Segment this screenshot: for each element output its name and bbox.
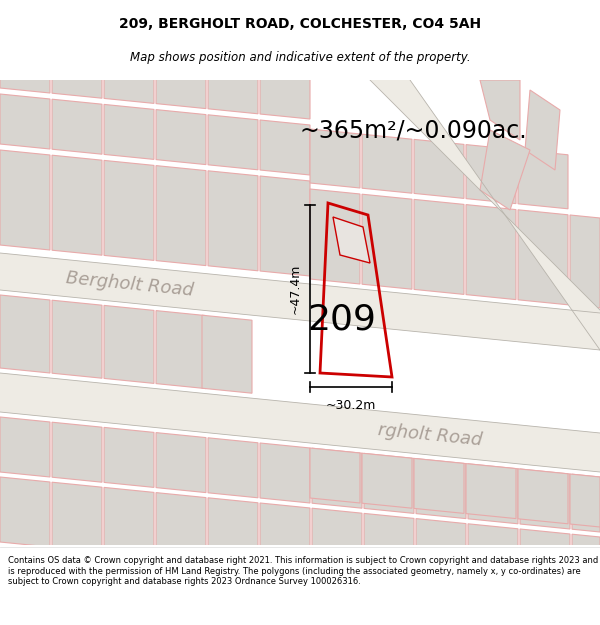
Polygon shape <box>208 171 258 271</box>
Polygon shape <box>312 508 362 578</box>
Polygon shape <box>364 513 414 583</box>
Polygon shape <box>333 217 370 263</box>
Polygon shape <box>104 104 154 159</box>
Polygon shape <box>156 311 206 389</box>
Polygon shape <box>520 469 570 529</box>
Polygon shape <box>480 130 530 210</box>
Polygon shape <box>0 417 50 477</box>
Polygon shape <box>0 295 50 373</box>
Polygon shape <box>518 469 568 524</box>
Polygon shape <box>156 39 206 109</box>
Polygon shape <box>572 534 600 602</box>
Polygon shape <box>156 432 206 492</box>
Polygon shape <box>570 215 600 308</box>
Polygon shape <box>468 464 518 524</box>
Polygon shape <box>0 23 50 93</box>
Polygon shape <box>362 194 412 289</box>
Text: Map shows position and indicative extent of the property.: Map shows position and indicative extent… <box>130 51 470 64</box>
Polygon shape <box>208 44 258 114</box>
Polygon shape <box>525 90 560 170</box>
Polygon shape <box>260 176 310 276</box>
Polygon shape <box>208 438 258 498</box>
Text: rgholt Road: rgholt Road <box>377 421 483 449</box>
Polygon shape <box>466 464 516 519</box>
Text: Bergholt Road: Bergholt Road <box>65 269 195 300</box>
Polygon shape <box>208 498 258 568</box>
Polygon shape <box>52 155 102 255</box>
Polygon shape <box>156 166 206 266</box>
Polygon shape <box>518 210 568 305</box>
Polygon shape <box>52 300 102 378</box>
Polygon shape <box>416 519 466 589</box>
Polygon shape <box>362 134 412 193</box>
Polygon shape <box>104 33 154 103</box>
Polygon shape <box>310 448 360 503</box>
Polygon shape <box>260 49 310 119</box>
Polygon shape <box>52 28 102 98</box>
Polygon shape <box>416 459 466 519</box>
Polygon shape <box>208 115 258 170</box>
Polygon shape <box>518 150 568 209</box>
Text: 209: 209 <box>308 303 376 337</box>
Text: ~47.4m: ~47.4m <box>289 264 302 314</box>
Polygon shape <box>0 253 600 350</box>
Polygon shape <box>260 503 310 573</box>
Polygon shape <box>572 474 600 532</box>
Polygon shape <box>260 443 310 503</box>
Polygon shape <box>414 199 464 294</box>
Polygon shape <box>414 139 464 198</box>
Polygon shape <box>520 529 570 599</box>
Polygon shape <box>0 373 600 472</box>
Polygon shape <box>364 453 414 513</box>
Text: Contains OS data © Crown copyright and database right 2021. This information is : Contains OS data © Crown copyright and d… <box>8 556 598 586</box>
Polygon shape <box>570 474 600 527</box>
Polygon shape <box>156 492 206 562</box>
Polygon shape <box>362 453 412 508</box>
Polygon shape <box>52 482 102 552</box>
Polygon shape <box>104 306 154 383</box>
Polygon shape <box>260 120 310 175</box>
Polygon shape <box>414 458 464 513</box>
Polygon shape <box>104 161 154 261</box>
Polygon shape <box>156 109 206 164</box>
Polygon shape <box>480 80 520 140</box>
Text: ~365m²/~0.090ac.: ~365m²/~0.090ac. <box>300 118 527 142</box>
Polygon shape <box>468 524 518 594</box>
Polygon shape <box>0 477 50 547</box>
Polygon shape <box>104 488 154 558</box>
Polygon shape <box>104 428 154 488</box>
Polygon shape <box>52 99 102 154</box>
Polygon shape <box>0 150 50 250</box>
Text: 209, BERGHOLT ROAD, COLCHESTER, CO4 5AH: 209, BERGHOLT ROAD, COLCHESTER, CO4 5AH <box>119 17 481 31</box>
Polygon shape <box>202 315 252 393</box>
Polygon shape <box>312 448 362 508</box>
Polygon shape <box>466 144 516 204</box>
Polygon shape <box>52 422 102 482</box>
Polygon shape <box>466 204 516 299</box>
Polygon shape <box>370 80 600 350</box>
Polygon shape <box>310 189 360 284</box>
Polygon shape <box>0 94 50 149</box>
Polygon shape <box>310 129 360 188</box>
Text: ~30.2m: ~30.2m <box>326 399 376 412</box>
